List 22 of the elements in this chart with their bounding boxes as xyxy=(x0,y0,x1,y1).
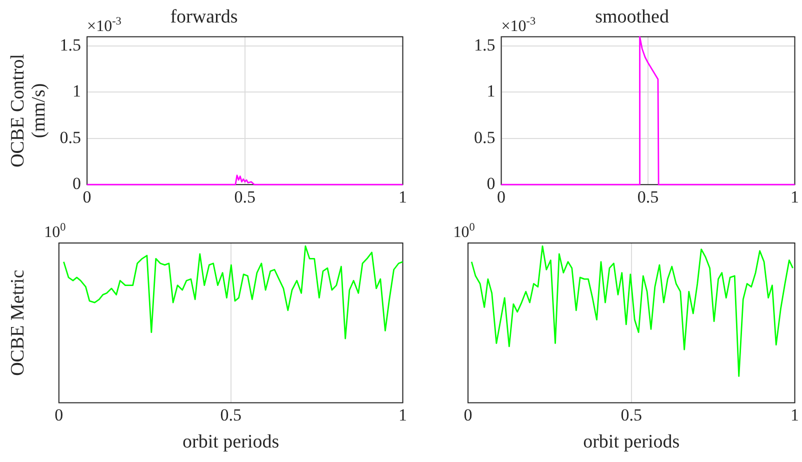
y-tick-label: 0.5 xyxy=(60,128,82,147)
y-axis-title: OCBE Control (mm/s) xyxy=(7,54,50,168)
y-tick-label: 0 xyxy=(72,174,82,194)
x-tick-label: 1 xyxy=(790,187,799,206)
x-axis-title: orbit periods xyxy=(583,432,680,453)
y-tick-label: 0.5 xyxy=(474,128,496,147)
y-tick-label: 1.5 xyxy=(60,36,82,55)
x-tick-label: 1 xyxy=(398,405,407,424)
y-tick-label: 0 xyxy=(486,174,496,194)
x-tick-label: 0.5 xyxy=(220,405,242,424)
x-tick-label: 1 xyxy=(790,405,799,424)
y-tick-label: 1 xyxy=(486,82,496,101)
x-tick-label: 0.5 xyxy=(637,187,659,206)
chart-title: smoothed xyxy=(595,6,670,28)
x-tick-label: 0.5 xyxy=(620,405,642,424)
y-tick-label: 1 xyxy=(72,82,82,101)
y-tick-label: 1.5 xyxy=(474,36,496,55)
x-tick-label: 1 xyxy=(398,187,407,206)
x-tick-label: 0.5 xyxy=(234,187,256,206)
chart-title: forwards xyxy=(170,6,238,28)
y-axis-title: OCBE Metric xyxy=(7,270,28,376)
x-axis-title: orbit periods xyxy=(182,432,280,453)
